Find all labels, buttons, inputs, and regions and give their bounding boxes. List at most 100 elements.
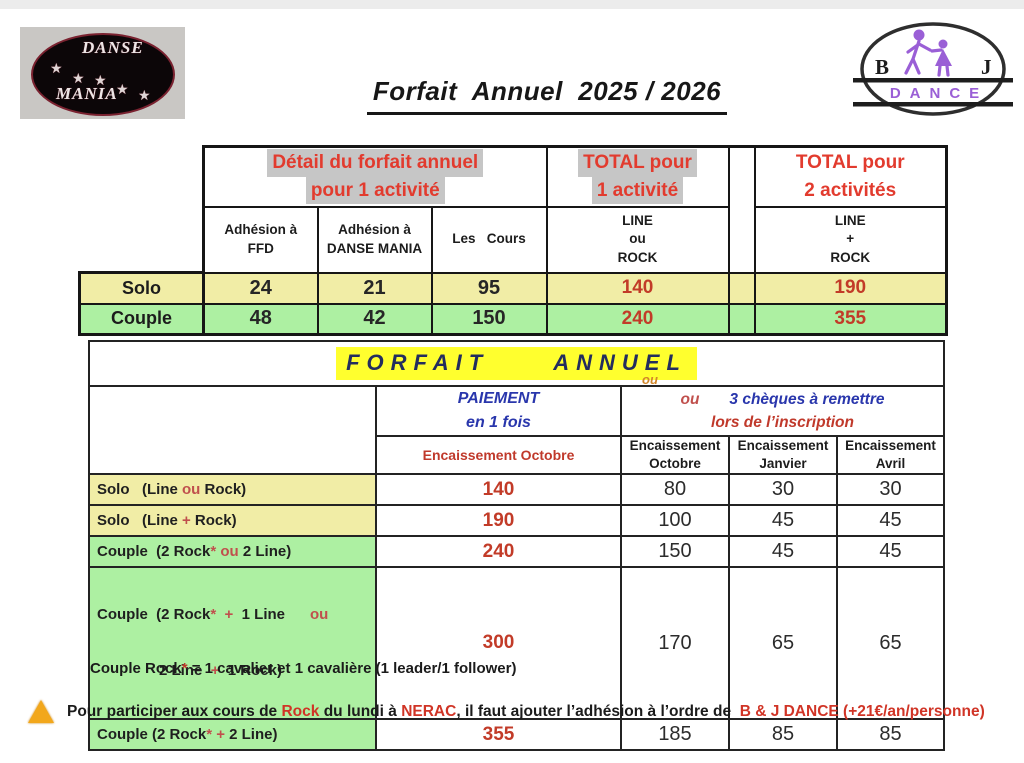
t1-spacer-column	[727, 145, 756, 274]
t1-row-couple: Couple 48 42 150 240 355	[78, 302, 948, 336]
t1-sub-total2-line1: LINE	[834, 213, 866, 229]
label-part	[216, 606, 224, 623]
t1-header-total2-line2: 2 activités	[804, 179, 897, 201]
photo-edge-strip	[0, 0, 1024, 9]
label-part: Rock)	[200, 480, 247, 498]
t1-empty-corner	[80, 147, 204, 273]
label-part: Rock)	[190, 511, 237, 529]
label-part: 1 Rock)	[219, 662, 282, 680]
label-part: 2 Line)	[224, 725, 278, 743]
t1-solo-cours: 95	[430, 271, 548, 305]
t1-subheader-line-ou-rock: LINE ou ROCK	[545, 205, 730, 274]
star-icon: ★	[94, 72, 107, 88]
t2-couple1-janvier: 45	[728, 535, 838, 569]
label-part: ou	[310, 605, 329, 623]
label-part: 2 Line	[159, 662, 211, 680]
t2-solo2-janvier: 45	[728, 504, 838, 538]
t2-label-couple-2rock-ou-2line: Couple (2 Rock* ou 2 Line)	[88, 535, 377, 569]
t2-header-cheques: ou 3 chèques à remettre lors de l’inscrip…	[620, 385, 945, 437]
t1-subheader-danse-mania: Adhésion à DANSE MANIA	[316, 205, 433, 274]
t1-sub-total1-line3: ROCK	[617, 249, 658, 265]
t1-subheader-cours: Les Cours	[430, 205, 548, 274]
t1-couple-spacer	[727, 302, 756, 336]
t2-title-ou-mark: ou	[642, 372, 658, 387]
label-part: +	[182, 511, 191, 529]
t2-header-empty	[88, 384, 377, 476]
t2-solo2-avril: 45	[836, 504, 945, 538]
star-icon: ★	[72, 70, 85, 86]
logo-bar-top	[853, 78, 1013, 83]
t2-subheader-encaissement-avril: Encaissement Avril	[836, 434, 945, 476]
dancing-couple-icon	[904, 29, 952, 77]
warning-part: B & J DANCE (+21€/an/personne)	[739, 702, 985, 720]
label-part: +	[210, 662, 220, 680]
logo-bar-bottom	[853, 102, 1013, 107]
t1-solo-ffd: 24	[202, 271, 319, 305]
t2-title-forfait: FORFAIT	[346, 350, 490, 375]
t2-title-highlight: FORFAIT ANNUEL	[336, 347, 697, 380]
t1-header-total2-line1: TOTAL pour	[795, 152, 905, 174]
t2-cheques-line2: lors de l’inscription	[711, 414, 854, 431]
warning-note: Pour participer aux cours de Rock du lun…	[28, 700, 1013, 723]
t1-header-total2: TOTAL pour 2 activités	[753, 145, 948, 208]
label-part: Couple (2 Rock	[97, 605, 211, 623]
label-part: 2 Line)	[238, 542, 292, 560]
t1-row-solo: Solo 24 21 95 140 190	[78, 271, 948, 305]
t2-couple2-paiement: 300	[375, 566, 622, 721]
warning-text: Pour participer aux cours de Rock du lun…	[67, 703, 985, 721]
t2-couple2-avril: 65	[836, 566, 945, 721]
warning-icon	[28, 700, 54, 723]
t1-couple-total1: 240	[545, 302, 730, 336]
t2-label-solo-line-plus-rock: Solo (Line + Rock)	[88, 504, 377, 538]
t1-header-detail-line2: pour 1 activité	[305, 176, 445, 205]
page-title: Forfait Annuel 2025 / 2026	[312, 76, 782, 115]
t1-couple-cours: 150	[430, 302, 548, 336]
label-part: 1 Line	[233, 605, 310, 623]
warning-part: Rock	[281, 702, 320, 720]
t1-header-total1-line2: 1 activité	[591, 176, 684, 205]
t2-couple3-paiement: 355	[375, 718, 622, 752]
t2-couple3-janvier: 85	[728, 718, 838, 752]
label-part: *	[210, 605, 217, 623]
label-part: +	[216, 725, 225, 743]
warning-part: NERAC	[401, 702, 457, 720]
label-part: Couple (2 Rock	[97, 542, 211, 560]
note-part: *	[181, 660, 188, 677]
t1-header-detail-line1: Détail du forfait annuel	[267, 149, 484, 177]
label-part: Couple (2 Rock	[97, 725, 207, 743]
t2-solo1-janvier: 30	[728, 473, 838, 507]
logo-oval	[31, 33, 175, 116]
t2-row-couple-mixte: Couple (2 Rock* + 1 Line ou 2 Line + 1 R…	[88, 566, 945, 721]
t2-title-annuel: ANNUEL	[553, 350, 687, 375]
logo-banner-dance: DANCE	[890, 85, 988, 102]
t1-header-total1: TOTAL pour 1 activité	[545, 145, 730, 208]
warning-part: Pour participer aux cours de	[67, 702, 282, 720]
t2-enc2-line2: Janvier	[759, 456, 807, 472]
t2-enc3-line1: Encaissement	[845, 438, 936, 453]
t2-row-solo-line-ou-rock: Solo (Line ou Rock) 140 80 30 30	[88, 473, 945, 507]
t2-couple1-paiement: 240	[375, 535, 622, 569]
t1-couple-danse-mania: 42	[316, 302, 433, 336]
label-part: ou	[220, 542, 239, 560]
t2-subheader-encaissement-janvier: Encaissement Janvier	[728, 434, 838, 476]
t2-label-solo-line-ou-rock: Solo (Line ou Rock)	[88, 473, 377, 507]
t1-couple-total2: 355	[753, 302, 948, 336]
t2-couple1-avril: 45	[836, 535, 945, 569]
star-icon: ★	[116, 81, 129, 97]
t1-header-detail: Détail du forfait annuel pour 1 activité	[202, 145, 548, 208]
t2-subheader-encaissement-octobre: Encaissement Octobre	[620, 434, 730, 476]
t1-sub-dm-line2: DANSE MANIA	[326, 240, 423, 256]
t2-solo2-octobre: 100	[620, 504, 730, 538]
t1-sub-ffd-line2: FFD	[247, 240, 274, 256]
t1-solo-total2: 190	[753, 271, 948, 305]
t2-enc3-line2: Avril	[875, 456, 906, 472]
logo-letter-b: B	[875, 55, 889, 79]
t2-row-couple-2rock-ou-2line: Couple (2 Rock* ou 2 Line) 240 150 45 45	[88, 535, 945, 569]
t1-sub-total1-line2: ou	[629, 231, 646, 247]
t1-couple-label: Couple	[78, 302, 205, 336]
t2-couple2-octobre: 170	[620, 566, 730, 721]
t2-solo1-paiement: 140	[375, 473, 622, 507]
t1-sub-cours-text: Les Cours	[452, 231, 526, 247]
t1-couple-ffd: 48	[202, 302, 319, 336]
logo-text-mania: MANIA	[56, 84, 118, 103]
